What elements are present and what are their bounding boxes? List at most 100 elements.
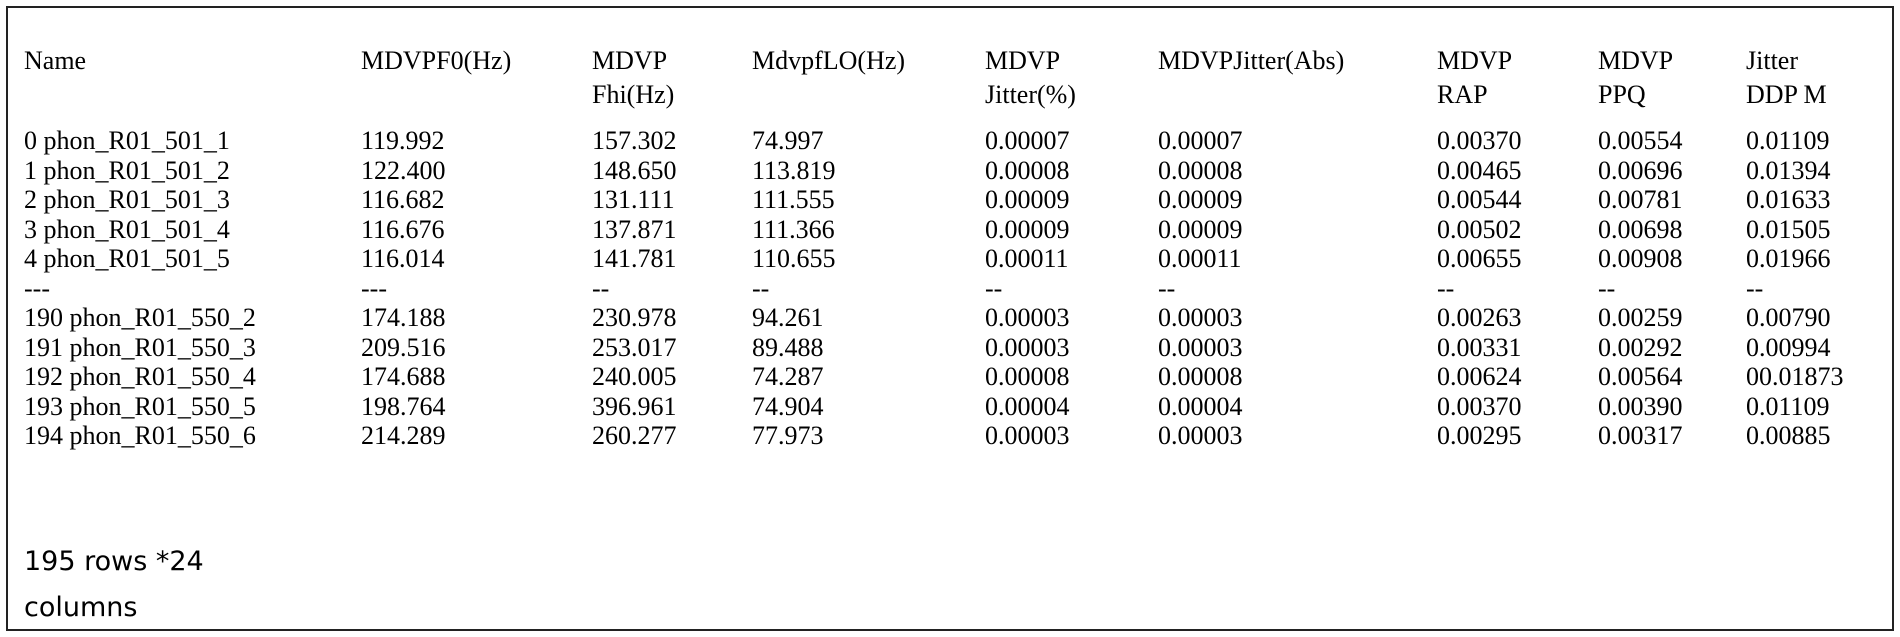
table-cell: 116.676 bbox=[361, 214, 445, 244]
table-cell: -- bbox=[752, 273, 770, 303]
table-cell: 0.00790 bbox=[1746, 303, 1831, 332]
table-cell: 116.682 bbox=[361, 185, 445, 214]
table-cell: 0.00696 bbox=[1598, 155, 1683, 185]
table-cell: 0.00564 bbox=[1598, 362, 1683, 391]
table-cell: 0.00624 bbox=[1437, 362, 1522, 391]
table-cell: 174.188 bbox=[361, 303, 446, 332]
table-cell: 0.00009 bbox=[985, 185, 1070, 214]
header-cell: MDVPF0(Hz) bbox=[361, 46, 512, 75]
footer-text: 195 rows *24 bbox=[24, 546, 204, 577]
table-cell: 0.00009 bbox=[1158, 185, 1243, 214]
header-cell: MDVP bbox=[592, 46, 668, 75]
table-cell: 2 phon_R01_501_3 bbox=[24, 185, 230, 214]
table-cell: 0.00011 bbox=[1158, 244, 1242, 273]
table-cell: 0.00554 bbox=[1598, 126, 1683, 155]
table-cell: --- bbox=[24, 273, 50, 303]
header-cell: DDP M bbox=[1746, 80, 1827, 109]
table-cell: --- bbox=[361, 273, 387, 303]
table-cell: 0.00331 bbox=[1437, 332, 1522, 362]
table-cell: 77.973 bbox=[752, 421, 824, 450]
table-cell: 0.00698 bbox=[1598, 214, 1683, 244]
table-cell: 0.00011 bbox=[985, 244, 1069, 273]
table-cell: 4 phon_R01_501_5 bbox=[24, 244, 230, 273]
table-cell: 0.01633 bbox=[1746, 185, 1831, 214]
table-cell: 240.005 bbox=[592, 362, 677, 391]
table-cell: 0.00008 bbox=[985, 155, 1070, 185]
table-cell: 74.287 bbox=[752, 362, 824, 391]
table-cell: 0.00003 bbox=[1158, 303, 1243, 332]
header-cell: MDVP bbox=[985, 46, 1061, 75]
table-cell: 0.00390 bbox=[1598, 391, 1683, 421]
table-cell: 111.366 bbox=[752, 214, 835, 244]
table-cell: 0.01505 bbox=[1746, 214, 1831, 244]
table-cell: 0.01109 bbox=[1746, 391, 1830, 421]
table-cell: 131.111 bbox=[592, 185, 675, 214]
table-cell: 3 phon_R01_501_4 bbox=[24, 214, 230, 244]
table-cell: 396.961 bbox=[592, 391, 677, 421]
table-cell: 0.00295 bbox=[1437, 421, 1522, 450]
table-cell: 141.781 bbox=[592, 244, 677, 273]
table-cell: 174.688 bbox=[361, 362, 446, 391]
table-cell: 190 phon_R01_550_2 bbox=[24, 303, 256, 332]
table-cell: 111.555 bbox=[752, 185, 835, 214]
table-cell: 74.997 bbox=[752, 126, 824, 155]
header-cell: Jitter bbox=[1746, 46, 1798, 75]
table-cell: 193 phon_R01_550_5 bbox=[24, 391, 256, 421]
footer-text: columns bbox=[24, 592, 138, 623]
table-cell: -- bbox=[1746, 273, 1764, 303]
table-cell: 0.00004 bbox=[985, 391, 1070, 421]
table-cell: 0.00885 bbox=[1746, 421, 1831, 450]
table-cell: 0.00003 bbox=[985, 421, 1070, 450]
table-cell: 0.01966 bbox=[1746, 244, 1831, 273]
table-cell: 74.904 bbox=[752, 391, 824, 421]
table-cell: 0 phon_R01_501_1 bbox=[24, 126, 230, 155]
table-cell: 0.00465 bbox=[1437, 155, 1522, 185]
table-cell: 230.978 bbox=[592, 303, 677, 332]
table-cell: 157.302 bbox=[592, 126, 677, 155]
table-cell: 0.00544 bbox=[1437, 185, 1522, 214]
header-cell: PPQ bbox=[1598, 80, 1646, 109]
table-cell: 191 phon_R01_550_3 bbox=[24, 332, 256, 362]
table-cell: 0.00003 bbox=[1158, 332, 1243, 362]
header-cell: Name bbox=[24, 46, 87, 75]
table-cell: 214.289 bbox=[361, 421, 446, 450]
table-cell: 0.00003 bbox=[1158, 421, 1243, 450]
table-cell: 0.00655 bbox=[1437, 244, 1522, 273]
table-cell: 0.00781 bbox=[1598, 185, 1683, 214]
table-cell: 110.655 bbox=[752, 244, 836, 273]
table-cell: 89.488 bbox=[752, 332, 824, 362]
table-cell: 0.00502 bbox=[1437, 214, 1522, 244]
table-cell: 192 phon_R01_550_4 bbox=[24, 362, 256, 391]
header-cell: Jitter(%) bbox=[985, 80, 1076, 109]
table-cell: 119.992 bbox=[361, 126, 445, 155]
table-cell: 0.00370 bbox=[1437, 391, 1522, 421]
table-cell: 0.00007 bbox=[985, 126, 1070, 155]
table-cell: -- bbox=[1598, 273, 1616, 303]
table-cell: 253.017 bbox=[592, 332, 677, 362]
header-cell: MDVP bbox=[1598, 46, 1674, 75]
table-cell: 0.00994 bbox=[1746, 332, 1831, 362]
table-cell: 00.01873 bbox=[1746, 362, 1844, 391]
table-cell: 0.00008 bbox=[1158, 362, 1243, 391]
table-cell: 194 phon_R01_550_6 bbox=[24, 421, 256, 450]
table-cell: 209.516 bbox=[361, 332, 446, 362]
table-cell: 0.00009 bbox=[1158, 214, 1243, 244]
table-cell: 0.00004 bbox=[1158, 391, 1243, 421]
table-cell: 198.764 bbox=[361, 391, 446, 421]
table-cell: 0.00317 bbox=[1598, 421, 1683, 450]
table-cell: 0.00003 bbox=[985, 303, 1070, 332]
table-frame bbox=[6, 6, 1894, 631]
table-cell: 1 phon_R01_501_2 bbox=[24, 155, 230, 185]
table-cell: 122.400 bbox=[361, 155, 446, 185]
table-cell: 0.00263 bbox=[1437, 303, 1522, 332]
table-cell: 0.00007 bbox=[1158, 126, 1243, 155]
table-cell: 0.00008 bbox=[1158, 155, 1243, 185]
table-cell: -- bbox=[985, 273, 1003, 303]
table-cell: 0.00003 bbox=[985, 332, 1070, 362]
header-cell: MDVP bbox=[1437, 46, 1513, 75]
header-cell: MdvpfLO(Hz) bbox=[752, 46, 906, 75]
table-cell: 0.00009 bbox=[985, 214, 1070, 244]
table-cell: 260.277 bbox=[592, 421, 677, 450]
table-cell: -- bbox=[1158, 273, 1176, 303]
